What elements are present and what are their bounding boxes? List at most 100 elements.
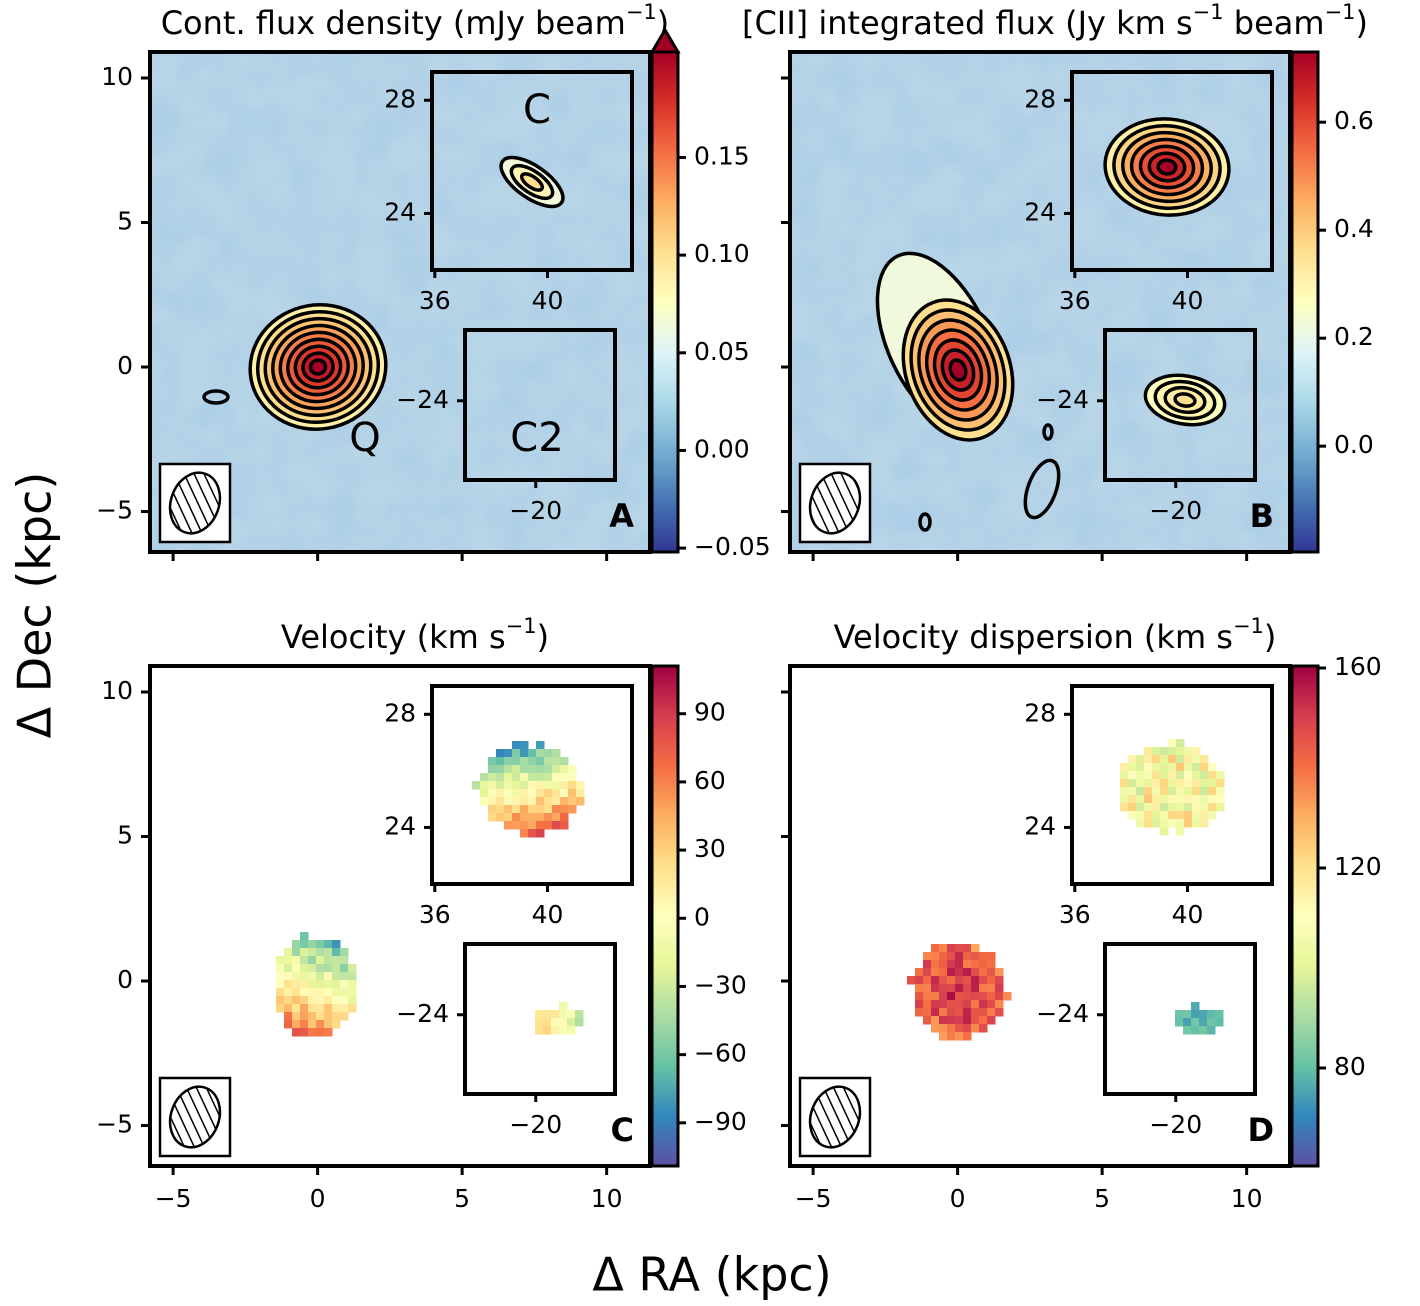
pixel [939, 1024, 948, 1033]
pixel [1207, 1026, 1216, 1035]
y-tick-label: −5 [96, 1110, 133, 1139]
pixel [979, 984, 988, 993]
inset-x-tick-label: 40 [532, 900, 564, 929]
pixel [1176, 803, 1185, 812]
inset-x-tick-label: −20 [1149, 496, 1202, 525]
pixel [1191, 1010, 1200, 1019]
pixel [496, 789, 505, 798]
pixel [1199, 1026, 1208, 1035]
y-tick-label: 10 [101, 676, 133, 705]
pixel [963, 968, 972, 977]
pixel [1128, 803, 1137, 812]
pixel [1184, 779, 1193, 788]
pixel [488, 797, 497, 806]
pixel [300, 980, 309, 989]
pixel [559, 1010, 568, 1019]
pixel [332, 948, 341, 957]
pixel [559, 1026, 568, 1035]
pixel [915, 1008, 924, 1017]
inset-map [465, 330, 615, 480]
pixel [552, 781, 561, 790]
pixel [1120, 803, 1129, 812]
pixel [1168, 771, 1177, 780]
pixel [1199, 1018, 1208, 1027]
pixel [520, 773, 529, 782]
pixel [504, 821, 513, 830]
pixel [923, 976, 932, 985]
beam [168, 471, 222, 535]
contour [1023, 458, 1061, 520]
pixel [520, 789, 529, 798]
pixel [971, 1024, 980, 1033]
pixel [931, 944, 940, 953]
pixel [1168, 787, 1177, 796]
pixel [560, 797, 569, 806]
inset-x-tick-label: −20 [1149, 1110, 1202, 1139]
pixel [979, 952, 988, 961]
title-text: Velocity (km s [281, 618, 506, 656]
pixel [1168, 739, 1177, 748]
pixel [535, 1026, 544, 1035]
pixel [1152, 755, 1161, 764]
pixel [1160, 827, 1169, 836]
pixel [931, 968, 940, 977]
pixel [316, 956, 325, 965]
pixel [284, 1020, 293, 1029]
pixel [979, 1016, 988, 1025]
title-text: [CII] integrated flux (Jy km s [742, 4, 1193, 42]
pixel [1160, 795, 1169, 804]
pixel [300, 1020, 309, 1029]
colorbar-tick-label: 0.6 [1334, 106, 1374, 135]
inset-x-tick-label: 36 [1059, 286, 1091, 315]
pixel [544, 821, 553, 830]
pixel [1207, 1018, 1216, 1027]
pixel [512, 797, 521, 806]
pixel [560, 821, 569, 830]
pixel [536, 813, 545, 822]
pixel [1176, 755, 1185, 764]
pixel [923, 1000, 932, 1009]
panel: Velocity dispersion (km s−1) −5 0 5 10 36 40 24… [781, 614, 1382, 1213]
pixel [568, 797, 577, 806]
pixel [308, 972, 317, 981]
colorbar-tick-label: 90 [694, 698, 726, 727]
pixel [536, 757, 545, 766]
pixel [488, 789, 497, 798]
pixel [292, 1012, 301, 1021]
inset-frame [1103, 328, 1257, 482]
pixel [536, 805, 545, 814]
pixel [947, 1032, 956, 1041]
pixel [947, 1000, 956, 1009]
pixel [544, 749, 553, 758]
pixel [512, 741, 521, 750]
pixel [536, 765, 545, 774]
pixel [995, 1000, 1004, 1009]
pixel [963, 1024, 972, 1033]
pixel [340, 1012, 349, 1021]
pixel [544, 813, 553, 822]
pixel [1128, 811, 1137, 820]
pixel [576, 797, 585, 806]
colorbar-tick-label: 160 [1334, 652, 1382, 681]
pixel [488, 805, 497, 814]
contour [308, 358, 328, 376]
colorbar-tick-label: 0.10 [694, 239, 750, 268]
pixel [308, 1012, 317, 1021]
pixel [931, 1024, 940, 1033]
pixel [1144, 771, 1153, 780]
colorbar-tick-label: 0.05 [694, 337, 750, 366]
pixel [536, 797, 545, 806]
pixel [979, 968, 988, 977]
pixel [1200, 795, 1209, 804]
pixel [536, 741, 545, 750]
pixel [1136, 787, 1145, 796]
pixel [955, 960, 964, 969]
pixel [1176, 787, 1185, 796]
pixel [504, 813, 513, 822]
pixel [535, 1010, 544, 1019]
pixel [1176, 811, 1185, 820]
inset-y-tick-label: −24 [396, 385, 449, 414]
pixel [987, 984, 996, 993]
panel-title: [CII] integrated flux (Jy km s−1 beam−1) [742, 0, 1368, 42]
contour [918, 512, 932, 532]
